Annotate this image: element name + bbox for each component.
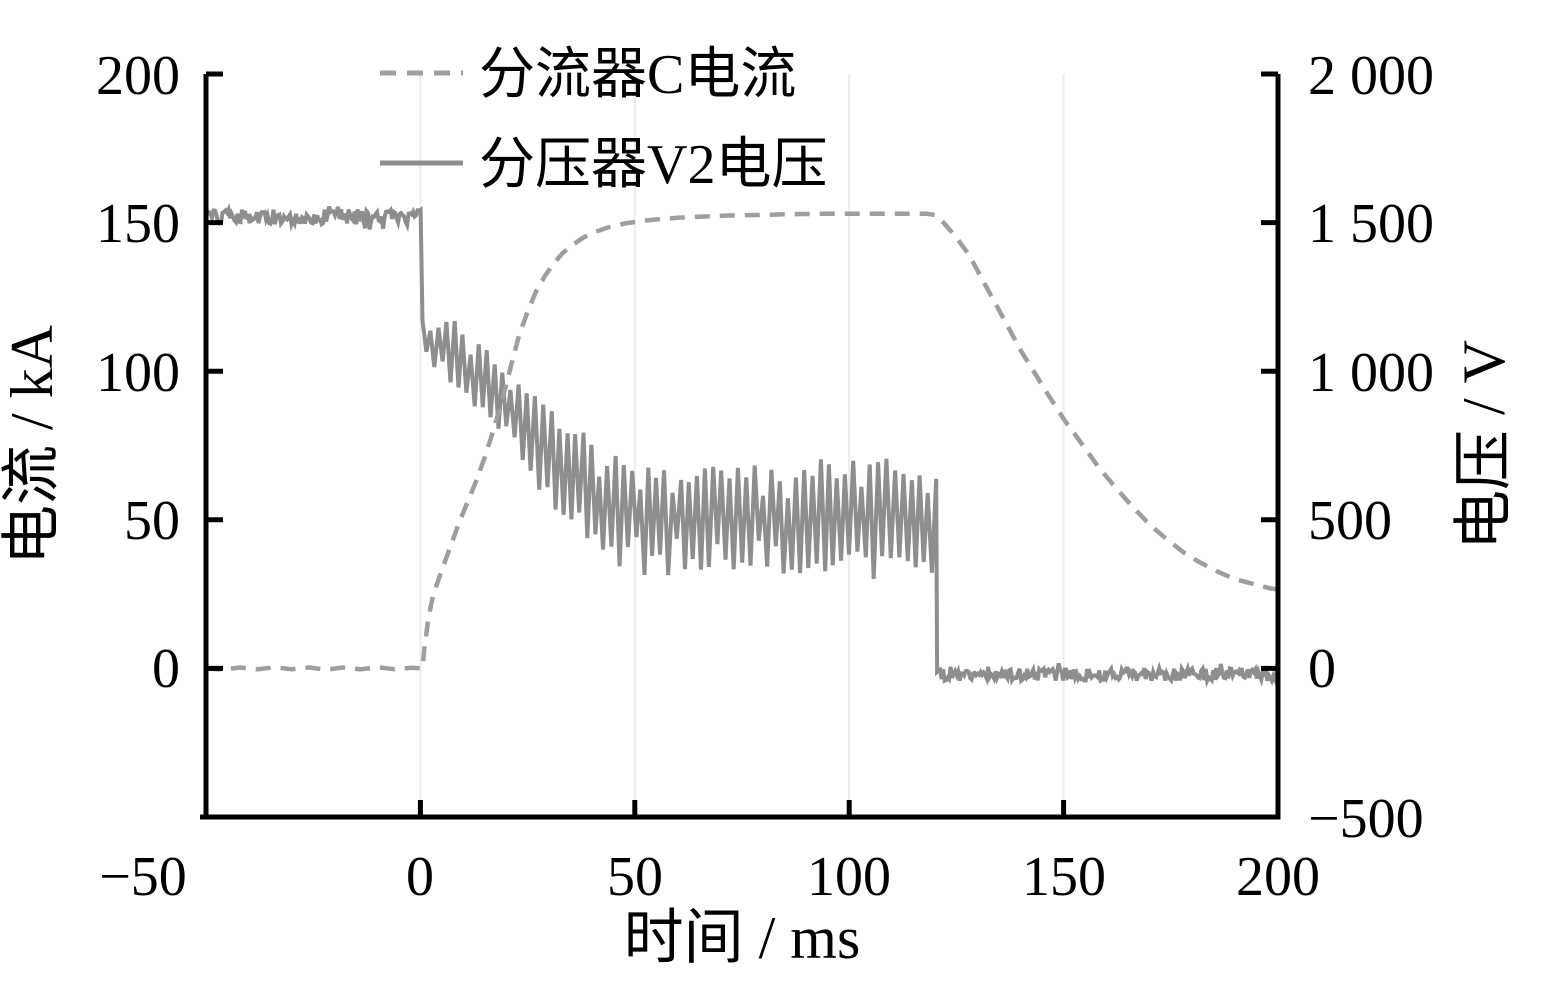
x-tick-label: 200: [1236, 846, 1320, 908]
x-tick-label: 150: [1022, 846, 1106, 908]
tick-labels: 200 150 100 50 0 2 000 1 500 1 000 500 0…: [96, 45, 1434, 908]
left-y-tick-label: 100: [96, 342, 180, 404]
x-tick-label: −50: [99, 846, 187, 908]
right-y-tick-label: −500: [1308, 788, 1424, 850]
right-y-tick-label: 2 000: [1308, 45, 1434, 107]
left-y-tick-label: 50: [124, 490, 180, 552]
series-current-dashed: [205, 211, 1279, 672]
series-voltage-solid: [204, 203, 1280, 688]
right-y-tick-label: 0: [1308, 638, 1336, 700]
left-y-tick-label: 200: [96, 45, 180, 107]
series-layer: [204, 203, 1280, 688]
x-tick-label: 0: [406, 846, 434, 908]
left-y-tick-label: 0: [152, 638, 180, 700]
legend-entry-current-label: 分流器C电流: [479, 44, 796, 106]
right-y-axis-title: 电压 / V: [1451, 340, 1517, 550]
axes-layer: [200, 71, 1281, 820]
left-y-tick-label: 150: [96, 193, 180, 255]
right-y-tick-label: 1 500: [1308, 193, 1434, 255]
right-y-tick-label: 1 000: [1308, 342, 1434, 404]
tick-marks: [206, 71, 1278, 817]
legend: 分流器C电流 分压器V2电压: [380, 44, 827, 196]
x-tick-label: 100: [807, 846, 891, 908]
legend-entry-voltage-label: 分压器V2电压: [479, 134, 827, 196]
x-axis-title: 时间 / ms: [624, 905, 861, 971]
left-y-axis-title: 电流 / kA: [0, 325, 65, 565]
x-tick-label: 50: [607, 846, 663, 908]
grid-layer: [419, 74, 1065, 815]
right-y-tick-label: 500: [1308, 490, 1392, 552]
